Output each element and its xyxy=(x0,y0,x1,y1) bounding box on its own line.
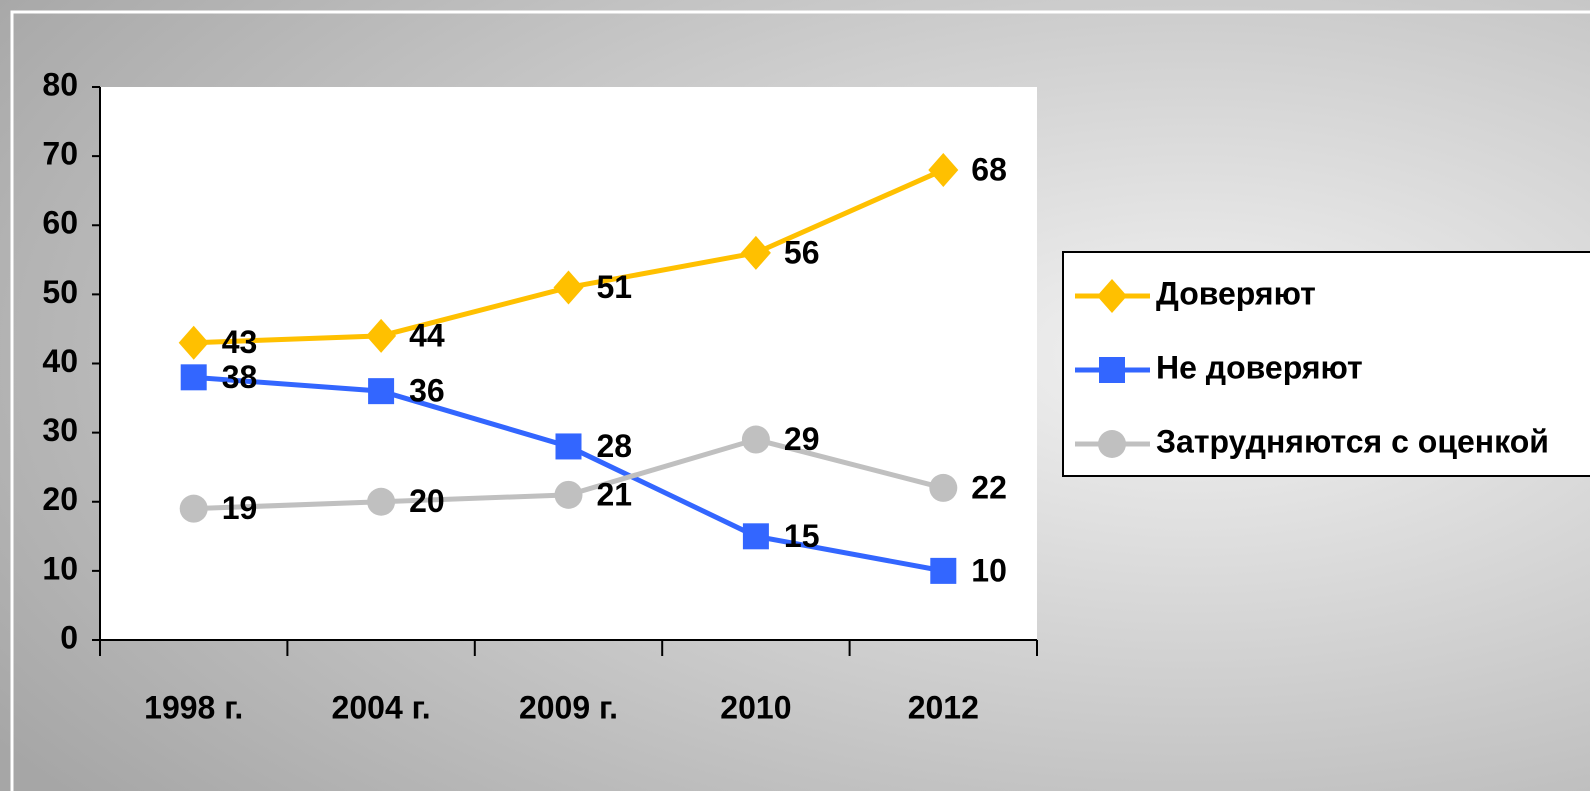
y-tick-label: 10 xyxy=(42,550,78,586)
data-label: 10 xyxy=(971,552,1007,588)
data-point xyxy=(178,325,209,360)
y-tick-label: 30 xyxy=(42,412,78,448)
data-label: 20 xyxy=(409,483,445,519)
data-label: 21 xyxy=(597,476,633,512)
data-label: 44 xyxy=(409,317,445,353)
legend-marker xyxy=(1097,279,1127,313)
x-tick-label: 1998 г. xyxy=(144,689,243,725)
legend xyxy=(1062,251,1590,477)
y-tick-label: 80 xyxy=(42,66,78,102)
x-tick-label: 2010 xyxy=(720,689,791,725)
data-label: 68 xyxy=(971,151,1007,187)
data-label: 15 xyxy=(784,518,820,554)
y-tick-label: 40 xyxy=(42,343,78,379)
legend-label: Доверяют xyxy=(1156,275,1316,311)
data-label: 51 xyxy=(597,269,633,305)
data-point xyxy=(740,235,771,270)
legend-marker xyxy=(1099,357,1125,383)
y-tick-label: 50 xyxy=(42,274,78,310)
data-label: 29 xyxy=(784,421,820,457)
x-tick-label: 2009 г. xyxy=(519,689,618,725)
data-label: 36 xyxy=(409,373,445,409)
data-label: 43 xyxy=(222,324,258,360)
legend-label: Не доверяют xyxy=(1156,349,1363,385)
data-point xyxy=(555,433,582,460)
data-label: 22 xyxy=(971,469,1007,505)
x-tick-label: 2012 xyxy=(908,689,979,725)
data-label: 56 xyxy=(784,234,820,270)
legend-label: Затрудняются с оценкой xyxy=(1156,423,1549,459)
data-label: 38 xyxy=(222,359,258,395)
data-point xyxy=(179,494,208,523)
data-label: 19 xyxy=(222,490,258,526)
plot-area xyxy=(100,87,1037,640)
y-tick-label: 0 xyxy=(60,619,78,655)
data-point xyxy=(554,480,583,509)
data-point xyxy=(368,378,395,405)
frame xyxy=(10,10,1590,791)
data-point xyxy=(742,523,769,550)
data-label: 28 xyxy=(597,428,633,464)
data-point xyxy=(366,318,397,353)
legend-marker xyxy=(1098,430,1126,458)
data-point xyxy=(180,364,207,391)
data-point xyxy=(928,152,959,187)
data-point xyxy=(741,425,770,454)
data-point xyxy=(929,473,958,502)
y-tick-label: 60 xyxy=(42,205,78,241)
data-point xyxy=(553,270,584,305)
data-point xyxy=(367,487,396,516)
y-tick-label: 20 xyxy=(42,481,78,517)
data-point xyxy=(930,557,957,584)
x-tick-label: 2004 г. xyxy=(332,689,431,725)
y-tick-label: 70 xyxy=(42,136,78,172)
